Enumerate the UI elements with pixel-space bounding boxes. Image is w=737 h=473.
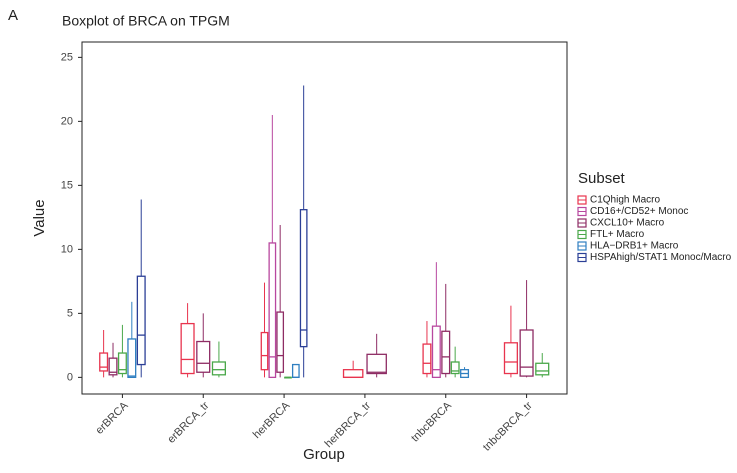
x-tick-label: erBRCA: [94, 399, 131, 436]
legend-label: C1Qhigh Macro: [590, 195, 660, 206]
box: [276, 311, 285, 373]
x-tick-label: tnbcBRCA_tr: [481, 399, 535, 453]
legend-title: Subset: [578, 170, 626, 187]
legend-label: CXCL10+ Macro: [590, 218, 665, 229]
legend-label: FTL+ Macro: [590, 229, 645, 240]
box: [260, 331, 269, 371]
y-tick-label: 20: [61, 115, 73, 127]
y-tick-label: 5: [67, 307, 73, 319]
box: [117, 352, 127, 375]
box: [196, 340, 211, 373]
box: [503, 342, 518, 375]
box: [431, 325, 441, 379]
y-axis-label: Value: [31, 199, 48, 236]
y-tick-label: 10: [61, 243, 73, 255]
box: [422, 343, 432, 375]
chart-title: Boxplot of BRCA on TPGM: [62, 13, 230, 29]
box: [211, 361, 226, 376]
box: [291, 363, 300, 379]
box: [108, 357, 118, 376]
box: [342, 369, 364, 379]
box: [450, 361, 460, 375]
y-tick-label: 25: [61, 51, 73, 63]
box: [441, 330, 451, 375]
panel-label: A: [8, 7, 18, 24]
box: [535, 362, 550, 376]
box: [299, 209, 308, 348]
plot-frame: [81, 41, 568, 395]
box: [136, 275, 146, 366]
box: [366, 353, 387, 375]
legend-label: HLA−DRB1+ Macro: [590, 241, 679, 252]
x-tick-label: tnbcBRCA: [409, 399, 454, 444]
x-tick-label: herBRCA: [251, 399, 293, 441]
box: [519, 329, 534, 377]
legend-label: HSPAhigh/STAT1 Monoc/Macro: [590, 252, 732, 263]
x-tick-label: erBRCA_tr: [165, 399, 211, 445]
box: [127, 338, 137, 379]
x-axis-label: Group: [303, 446, 345, 463]
y-tick-label: 15: [61, 179, 73, 191]
box: [268, 242, 277, 379]
box: [180, 322, 195, 375]
y-tick-label: 0: [67, 371, 73, 383]
box: [99, 352, 109, 372]
x-tick-label: herBRCA_tr: [323, 399, 374, 450]
legend-label: CD16+/CD52+ Monoc: [590, 206, 688, 217]
